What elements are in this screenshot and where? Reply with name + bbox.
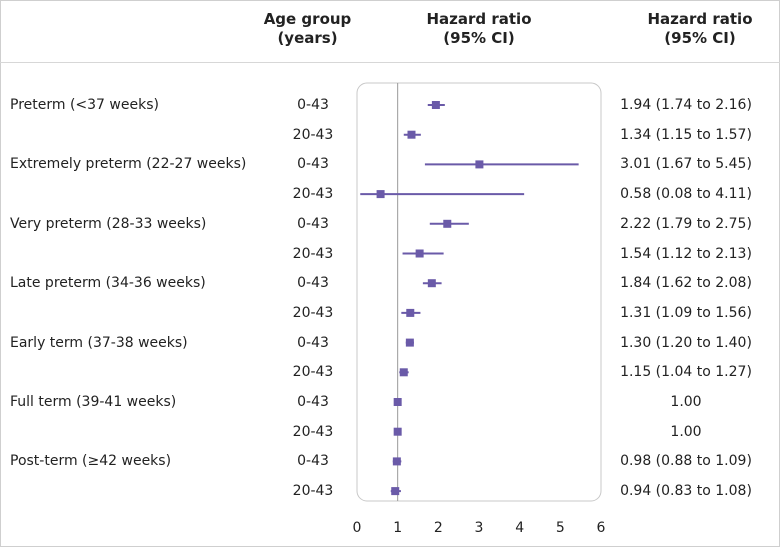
hazard-ratio-value: 0.94 (0.83 to 1.08): [620, 483, 752, 500]
hazard-ratio-plot-header-line1: Hazard ratio: [426, 10, 532, 28]
hazard-ratio-plot-header: Hazard ratio (95% CI): [398, 10, 560, 48]
hazard-ratio-point: [443, 219, 452, 228]
x-tick-label: 0: [353, 520, 362, 536]
hazard-ratio-ci-header-line1: Hazard ratio: [647, 10, 753, 28]
hazard-ratio-value: 3.01 (1.67 to 5.45): [620, 156, 752, 173]
age-group-label: 20-43: [292, 423, 334, 440]
hazard-ratio-value: 1.31 (1.09 to 1.56): [620, 304, 752, 321]
x-tick-label: 4: [515, 520, 524, 536]
age-group-label: 20-43: [292, 304, 334, 321]
hazard-ratio-point: [393, 398, 402, 406]
hazard-ratio-point: [407, 130, 416, 139]
hazard-ratio-ci-header: Hazard ratio (95% CI): [620, 10, 780, 48]
hazard-ratio-point: [427, 279, 436, 288]
hazard-ratio-value: 1.84 (1.62 to 2.08): [620, 275, 752, 292]
x-tick-label: 2: [434, 520, 443, 536]
x-tick-label: 6: [597, 520, 606, 536]
hazard-ratio-point: [399, 368, 408, 377]
hazard-ratio-point: [405, 338, 414, 347]
hazard-ratio-point: [431, 101, 440, 109]
age-group-label: 20-43: [292, 364, 334, 381]
hazard-ratio-value: 0.98 (0.88 to 1.09): [620, 453, 752, 470]
hazard-ratio-value: 1.15 (1.04 to 1.27): [620, 364, 752, 381]
age-group-label: 0-43: [297, 97, 329, 113]
x-tick-label: 5: [556, 520, 565, 536]
hazard-ratio-value: 1.34 (1.15 to 1.57): [620, 126, 752, 143]
category-label: Late preterm (34-36 weeks): [10, 275, 206, 292]
category-label: Very preterm (28-33 weeks): [10, 215, 207, 232]
age-group-header-line2: (years): [277, 29, 338, 47]
hazard-ratio-plot-header-line2: (95% CI): [443, 29, 515, 47]
hazard-ratio-point: [391, 487, 400, 496]
age-group-label: 0-43: [297, 215, 329, 232]
category-label: Early term (37-38 weeks): [10, 334, 188, 351]
hazard-ratio-value: 1.00: [670, 423, 702, 440]
age-group-header: Age group (years): [250, 10, 365, 48]
hazard-ratio-value: 2.22 (1.79 to 2.75): [620, 215, 752, 232]
category-label: Extremely preterm (22-27 weeks): [10, 156, 247, 173]
category-label: Full term (39-41 weeks): [10, 394, 177, 410]
hazard-ratio-value: 1.00: [670, 394, 702, 410]
hazard-ratio-value: 0.58 (0.08 to 4.11): [620, 186, 752, 203]
hazard-ratio-point: [475, 160, 484, 169]
age-group-label: 0-43: [297, 156, 329, 173]
age-group-label: 0-43: [297, 394, 329, 410]
age-group-label: 20-43: [292, 126, 334, 143]
hazard-ratio-point: [376, 190, 385, 199]
plot-panel: [356, 82, 602, 502]
x-tick-label: 1: [393, 520, 402, 536]
age-group-label: 0-43: [297, 334, 329, 351]
age-group-label: 20-43: [292, 483, 334, 500]
age-group-label: 20-43: [292, 245, 334, 262]
category-label: Post-term (≥42 weeks): [10, 453, 172, 470]
hazard-ratio-point: [393, 427, 402, 436]
age-group-label: 20-43: [292, 186, 334, 203]
hazard-ratio-point: [415, 249, 424, 258]
hazard-ratio-value: 1.54 (1.12 to 2.13): [620, 245, 752, 262]
age-group-header-line1: Age group: [263, 10, 352, 28]
hazard-ratio-value: 1.30 (1.20 to 1.40): [620, 334, 752, 351]
age-group-label: 0-43: [297, 453, 329, 470]
age-group-label: 0-43: [297, 275, 329, 292]
x-tick-label: 3: [475, 520, 484, 536]
hazard-ratio-value: 1.94 (1.74 to 2.16): [620, 97, 752, 113]
hazard-ratio-point: [406, 308, 415, 317]
hazard-ratio-ci-header-line2: (95% CI): [664, 29, 736, 47]
hazard-ratio-point: [392, 457, 401, 466]
header-separator: [0, 62, 780, 63]
category-label: Preterm (<37 weeks): [10, 97, 159, 113]
